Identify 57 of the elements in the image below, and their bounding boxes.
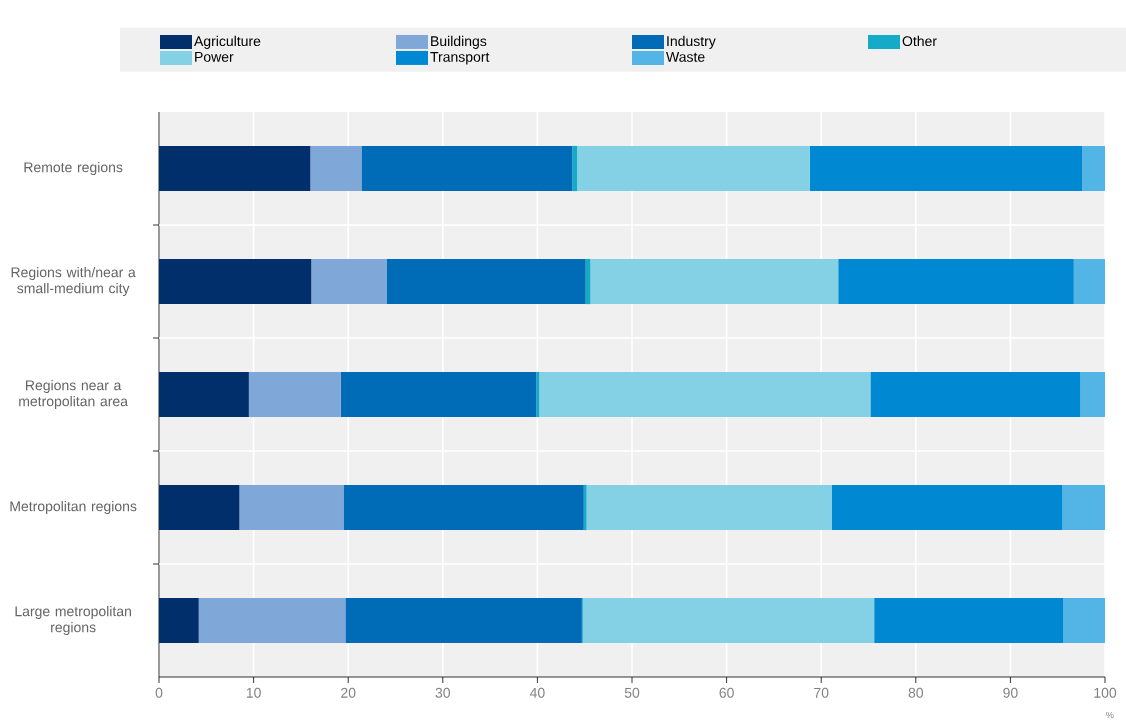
bar bbox=[239, 484, 344, 531]
bar bbox=[198, 597, 346, 644]
bar bbox=[539, 371, 871, 418]
y-tick-label: Metropolitan regions bbox=[10, 500, 137, 515]
y-tick-label: Large metropolitan regions bbox=[15, 605, 131, 636]
bar bbox=[310, 145, 362, 192]
bar bbox=[586, 484, 832, 531]
bar bbox=[361, 145, 573, 192]
y-tick-label: Regions near a metropolitan area bbox=[19, 379, 128, 410]
legend-label: Waste bbox=[666, 52, 705, 62]
bar bbox=[159, 258, 312, 305]
legend-label: Transport bbox=[430, 52, 490, 65]
bar bbox=[809, 145, 1083, 192]
legend-label: Buildings bbox=[431, 35, 487, 49]
bar bbox=[582, 597, 875, 644]
bar bbox=[248, 371, 341, 418]
bar bbox=[1080, 371, 1106, 418]
bar bbox=[577, 145, 810, 192]
bar bbox=[345, 597, 582, 644]
x-tick-label: 50 bbox=[624, 687, 640, 698]
bar bbox=[536, 371, 540, 418]
x-tick-label: 30 bbox=[435, 687, 451, 698]
x-tick-label: 10 bbox=[246, 687, 261, 698]
bar bbox=[590, 258, 839, 305]
bar bbox=[1063, 597, 1106, 644]
x-tick-label: 100 bbox=[1094, 687, 1117, 698]
bar bbox=[386, 258, 586, 305]
bar bbox=[583, 484, 587, 531]
bar bbox=[311, 258, 387, 305]
bar bbox=[1073, 258, 1106, 305]
x-tick-label: 0 bbox=[155, 687, 163, 698]
bar bbox=[343, 484, 584, 531]
x-tick-label: 60 bbox=[719, 687, 734, 698]
bar bbox=[831, 484, 1063, 531]
bar bbox=[572, 145, 578, 192]
x-tick-label: 20 bbox=[341, 687, 356, 698]
legend-label: Power bbox=[195, 52, 234, 62]
y-tick-label: Remote regions bbox=[24, 161, 123, 176]
bar bbox=[1062, 484, 1106, 531]
y-tick-label: Regions with/near a small-medium city bbox=[11, 266, 136, 297]
x-tick-label: 40 bbox=[529, 687, 545, 698]
legend-label: Industry bbox=[667, 35, 716, 49]
legend-label: Other bbox=[902, 35, 937, 47]
bar bbox=[838, 258, 1074, 305]
legend-label: Agriculture bbox=[194, 35, 261, 49]
bar bbox=[159, 597, 199, 644]
x-axis-title: % bbox=[1106, 711, 1114, 719]
x-tick-label: 90 bbox=[1003, 687, 1018, 698]
bar bbox=[159, 484, 240, 531]
x-tick-label: 70 bbox=[814, 687, 829, 698]
bar bbox=[870, 371, 1081, 418]
bar bbox=[159, 371, 249, 418]
bar bbox=[874, 597, 1064, 644]
bar bbox=[1082, 145, 1106, 192]
bar bbox=[340, 371, 537, 418]
bar bbox=[159, 145, 311, 192]
x-tick-label: 80 bbox=[908, 687, 924, 698]
